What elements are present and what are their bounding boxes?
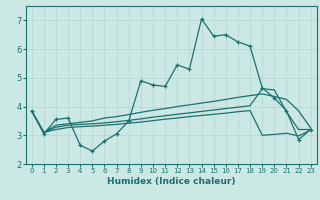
X-axis label: Humidex (Indice chaleur): Humidex (Indice chaleur): [107, 177, 236, 186]
